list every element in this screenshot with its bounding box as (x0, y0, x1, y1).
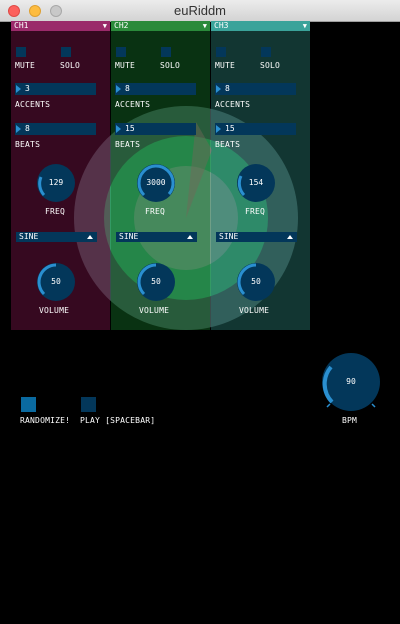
knob-dial-icon (37, 164, 75, 202)
number-arrow-icon (16, 125, 21, 133)
beats-label: BEATS (115, 140, 141, 149)
knob-dial-icon (237, 263, 275, 301)
freq-value: 3000 (146, 178, 166, 187)
knob-dial-icon (137, 164, 175, 202)
knob-dial-icon (37, 263, 75, 301)
accents-value: 8 (125, 84, 130, 93)
channel-1-panel: CH1 ▼ MUTE SOLO 3 ACCENTS 8 BEATS 129 FR… (11, 21, 110, 330)
volume-knob[interactable]: 50 (236, 262, 276, 302)
mute-label: MUTE (15, 61, 36, 70)
solo-label: SOLO (160, 61, 181, 70)
collapse-arrow-icon[interactable]: ▼ (102, 22, 107, 30)
waveform-value: SINE (219, 232, 239, 241)
waveform-value: SINE (119, 232, 139, 241)
zoom-window-button[interactable] (50, 5, 62, 17)
accents-value: 3 (25, 84, 30, 93)
freq-knob[interactable]: 154 (236, 163, 276, 203)
freq-label: FREQ (145, 207, 166, 216)
channel-2-name: CH2 (114, 21, 129, 30)
volume-value: 50 (51, 277, 61, 286)
volume-knob[interactable]: 50 (136, 262, 176, 302)
play-button[interactable] (81, 397, 96, 412)
bpm-label: BPM (342, 416, 358, 425)
caret-up-icon (287, 235, 293, 239)
waveform-value: SINE (19, 232, 39, 241)
knob-dial-icon (137, 263, 175, 301)
freq-value: 154 (248, 178, 264, 187)
volume-label: VOLUME (139, 306, 170, 315)
mute-toggle[interactable] (216, 47, 226, 57)
caret-up-icon (87, 235, 93, 239)
solo-toggle[interactable] (161, 47, 171, 57)
play-label: PLAY [SPACEBAR] (80, 416, 156, 425)
number-arrow-icon (216, 85, 221, 93)
mute-toggle[interactable] (116, 47, 126, 57)
accents-label: ACCENTS (215, 100, 251, 109)
beats-label: BEATS (15, 140, 41, 149)
accents-field[interactable]: 3 (15, 83, 96, 95)
number-arrow-icon (216, 125, 221, 133)
beat-wedge (186, 122, 212, 218)
volume-value: 50 (151, 277, 161, 286)
number-arrow-icon (116, 125, 121, 133)
beats-field[interactable]: 15 (215, 123, 296, 135)
volume-label: VOLUME (39, 306, 70, 315)
channel-1-header[interactable]: CH1 ▼ (11, 21, 110, 31)
beats-value: 15 (125, 124, 135, 133)
accents-field[interactable]: 8 (215, 83, 296, 95)
mute-toggle[interactable] (16, 47, 26, 57)
mute-label: MUTE (115, 61, 136, 70)
window-title: euRiddm (173, 3, 227, 18)
close-window-button[interactable] (8, 5, 20, 17)
randomize-label: RANDOMIZE! (20, 416, 71, 425)
freq-knob[interactable]: 3000 (136, 163, 176, 203)
volume-value: 50 (251, 277, 261, 286)
freq-value: 129 (48, 178, 64, 187)
knob-dial-icon (237, 164, 275, 202)
channel-2-header[interactable]: CH2 ▼ (111, 21, 210, 31)
waveform-dropdown[interactable]: SINE (16, 232, 97, 242)
minimize-window-button[interactable] (29, 5, 41, 17)
number-arrow-icon (116, 85, 121, 93)
solo-label: SOLO (60, 61, 81, 70)
channel-1-name: CH1 (14, 21, 29, 30)
knob-dial-icon (322, 353, 380, 411)
channel-2-panel: CH2 ▼ MUTE SOLO 8 ACCENTS 15 BEATS 3000 … (111, 21, 210, 330)
collapse-arrow-icon[interactable]: ▼ (202, 22, 207, 30)
accents-label: ACCENTS (115, 100, 151, 109)
bpm-knob[interactable]: 90 (321, 352, 381, 412)
waveform-dropdown[interactable]: SINE (216, 232, 297, 242)
beats-label: BEATS (215, 140, 241, 149)
channel-3-name: CH3 (214, 21, 229, 30)
freq-label: FREQ (245, 207, 266, 216)
freq-knob[interactable]: 129 (36, 163, 76, 203)
volume-label: VOLUME (239, 306, 270, 315)
channel-3-panel: CH3 ▼ MUTE SOLO 8 ACCENTS 15 BEATS 154 F… (211, 21, 310, 330)
collapse-arrow-icon[interactable]: ▼ (302, 22, 307, 30)
randomize-button[interactable] (21, 397, 36, 412)
solo-toggle[interactable] (261, 47, 271, 57)
beats-field[interactable]: 8 (15, 123, 96, 135)
caret-up-icon (187, 235, 193, 239)
accents-value: 8 (225, 84, 230, 93)
solo-toggle[interactable] (61, 47, 71, 57)
volume-knob[interactable]: 50 (36, 262, 76, 302)
beats-field[interactable]: 15 (115, 123, 196, 135)
channel-3-header[interactable]: CH3 ▼ (211, 21, 310, 31)
bpm-value: 90 (346, 377, 356, 386)
beats-value: 8 (25, 124, 30, 133)
solo-label: SOLO (260, 61, 281, 70)
accents-label: ACCENTS (15, 100, 51, 109)
beats-value: 15 (225, 124, 235, 133)
waveform-dropdown[interactable]: SINE (116, 232, 197, 242)
freq-label: FREQ (45, 207, 66, 216)
accents-field[interactable]: 8 (115, 83, 196, 95)
mute-label: MUTE (215, 61, 236, 70)
number-arrow-icon (16, 85, 21, 93)
